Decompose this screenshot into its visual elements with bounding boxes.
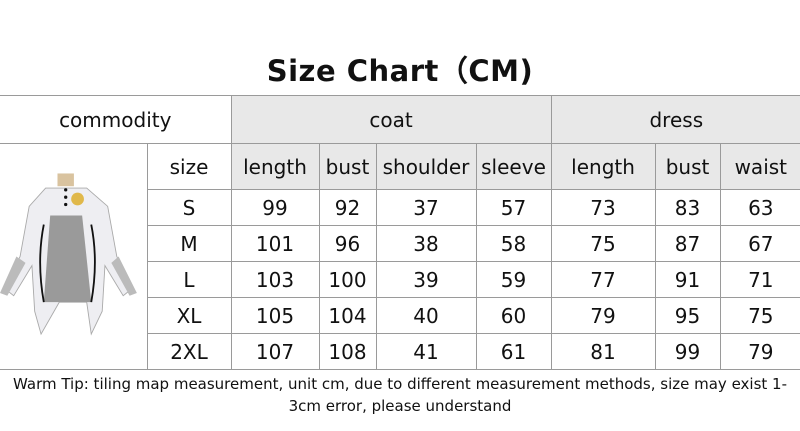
value-cell: 87 (654, 225, 721, 263)
value-cell: 39 (375, 261, 477, 299)
value-cell: 96 (318, 225, 377, 263)
commodity-header: commodity (0, 95, 232, 144)
value-cell: 107 (230, 333, 320, 370)
size-cell: L (146, 261, 232, 299)
value-cell: 95 (654, 297, 721, 335)
value-cell: 75 (719, 297, 800, 335)
coat-bust-header: bust (318, 142, 377, 191)
dress-waist-header: waist (719, 142, 800, 191)
value-cell: 99 (654, 333, 721, 370)
dress-image-icon (0, 173, 138, 336)
page-title: Size Chart（CM) (266, 54, 534, 88)
value-cell: 77 (550, 261, 656, 299)
value-cell: 61 (475, 333, 552, 370)
size-cell: M (146, 225, 232, 263)
size-cell: 2XL (146, 333, 232, 370)
value-cell: 83 (654, 189, 721, 227)
value-cell: 63 (719, 189, 800, 227)
warm-tip-note: Warm Tip: tiling map measurement, unit c… (13, 375, 787, 415)
value-cell: 108 (318, 333, 377, 370)
table-row: S 99 92 37 57 73 83 63 (0, 189, 800, 227)
value-cell: 40 (375, 297, 477, 335)
coat-sleeve-header: sleeve (475, 142, 552, 191)
header-row: commodity coat dress (0, 95, 800, 144)
table-row: L 103 100 39 59 77 91 71 (0, 261, 800, 299)
coat-length-header: length (230, 142, 320, 191)
value-cell: 75 (550, 225, 656, 263)
size-cell: XL (146, 297, 232, 335)
size-header: size (146, 142, 232, 191)
value-cell: 73 (550, 189, 656, 227)
value-cell: 79 (550, 297, 656, 335)
dress-header: dress (550, 95, 800, 144)
table-row: 2XL 107 108 41 61 81 99 79 (0, 333, 800, 370)
value-cell: 91 (654, 261, 721, 299)
value-cell: 57 (475, 189, 552, 227)
value-cell: 79 (719, 333, 800, 370)
value-cell: 37 (375, 189, 477, 227)
value-cell: 59 (475, 261, 552, 299)
coat-header: coat (230, 95, 552, 144)
value-cell: 71 (719, 261, 800, 299)
value-cell: 105 (230, 297, 320, 335)
coat-shoulder-header: shoulder (375, 142, 477, 191)
dress-bust-header: bust (654, 142, 721, 191)
value-cell: 104 (318, 297, 377, 335)
value-cell: 67 (719, 225, 800, 263)
value-cell: 81 (550, 333, 656, 370)
value-cell: 92 (318, 189, 377, 227)
value-cell: 60 (475, 297, 552, 335)
value-cell: 100 (318, 261, 377, 299)
value-cell: 99 (230, 189, 320, 227)
value-cell: 38 (375, 225, 477, 263)
value-cell: 58 (475, 225, 552, 263)
value-cell: 101 (230, 225, 320, 263)
subheader-row: size length bust shoulder sleeve length … (0, 142, 800, 370)
product-image (0, 143, 148, 370)
size-chart-table: commodity coat dress size length bust sh… (0, 95, 800, 370)
value-cell: 41 (375, 333, 477, 370)
table-row: M 101 96 38 58 75 87 67 (0, 225, 800, 263)
value-cell: 103 (230, 261, 320, 299)
dress-length-header: length (550, 142, 656, 191)
size-cell: S (146, 189, 232, 227)
